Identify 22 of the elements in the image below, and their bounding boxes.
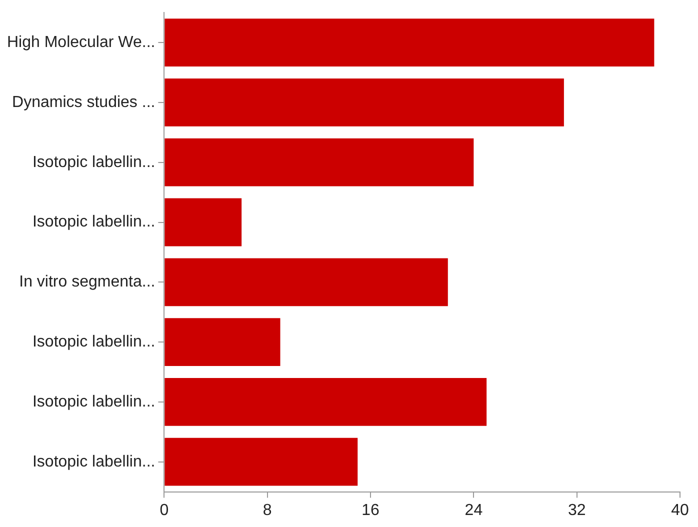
x-tick-label: 40 — [671, 502, 689, 519]
x-tick-label: 0 — [160, 502, 169, 519]
y-tick-label: Isotopic labellin... — [32, 333, 156, 350]
y-tick-label: Isotopic labellin... — [32, 214, 156, 231]
bar — [164, 318, 280, 366]
bar — [164, 258, 448, 306]
x-tick-label: 16 — [362, 502, 380, 519]
y-tick-label: Isotopic labellin... — [32, 393, 156, 410]
bar — [164, 78, 564, 126]
y-tick-label: Isotopic labellin... — [32, 453, 156, 470]
y-tick-label: Dynamics studies ... — [12, 94, 156, 111]
y-tick-label: Isotopic labellin... — [32, 154, 156, 171]
y-tick-label: High Molecular We... — [7, 34, 156, 51]
bar — [164, 378, 487, 426]
bar — [164, 138, 474, 186]
x-tick-label: 8 — [262, 502, 272, 519]
x-tick-label: 24 — [464, 502, 483, 519]
x-tick-label: 32 — [568, 502, 586, 519]
y-tick-label: In vitro segmenta... — [19, 274, 156, 291]
bar — [164, 198, 242, 246]
bar — [164, 18, 654, 67]
bar — [164, 438, 358, 486]
